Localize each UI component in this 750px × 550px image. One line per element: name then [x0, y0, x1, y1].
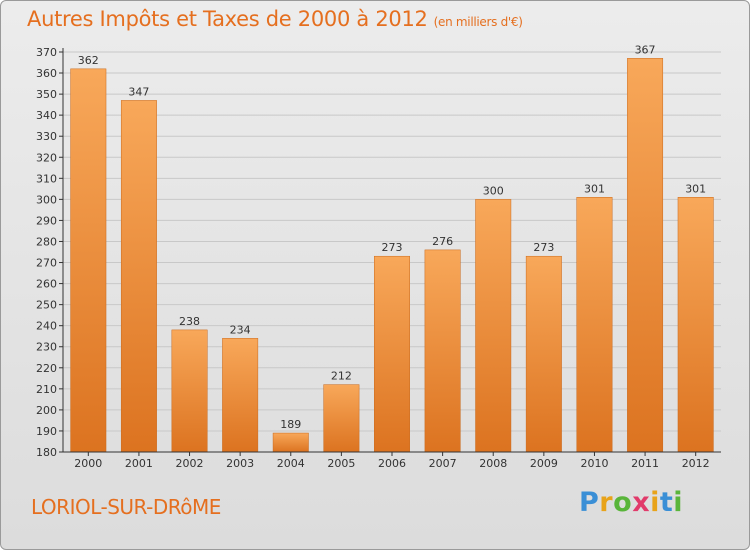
data-label: 367: [635, 43, 656, 56]
y-tick-label: 360: [36, 67, 57, 80]
y-tick-label: 350: [36, 88, 57, 101]
data-label: 301: [584, 182, 605, 195]
data-label: 273: [382, 241, 403, 254]
y-tick-label: 340: [36, 109, 57, 122]
logo-letter: t: [659, 487, 674, 518]
x-tick-label: 2012: [682, 457, 710, 470]
bar-2001: [120, 100, 157, 453]
data-label: 300: [483, 184, 504, 197]
y-tick-label: 220: [36, 362, 57, 375]
data-label: 276: [432, 235, 453, 248]
data-label: 212: [331, 370, 352, 383]
y-tick-label: 230: [36, 341, 57, 354]
x-tick-label: 2001: [125, 457, 153, 470]
bar-2008: [475, 199, 512, 453]
axes: 1801902002102202302402502602702802903003…: [36, 46, 721, 470]
x-tick-label: 2010: [580, 457, 608, 470]
bar-2006: [374, 255, 410, 453]
logo-letter: r: [599, 487, 614, 518]
y-tick-label: 240: [36, 320, 57, 333]
logo-letter: i: [650, 487, 660, 518]
y-tick-label: 310: [36, 172, 57, 185]
data-label: 362: [78, 54, 99, 67]
y-tick-label: 320: [36, 151, 57, 164]
data-label: 273: [533, 241, 554, 254]
logo-letter: P: [579, 487, 600, 518]
data-label: 234: [230, 323, 251, 336]
y-tick-label: 370: [36, 46, 57, 59]
bar-2003: [222, 338, 259, 453]
y-tick-label: 250: [36, 299, 57, 312]
x-tick-label: 2003: [226, 457, 254, 470]
bar-2005: [323, 384, 360, 453]
y-tick-label: 210: [36, 383, 57, 396]
proxiti-logo: Proxiti: [579, 487, 683, 518]
y-tick-label: 300: [36, 193, 57, 206]
data-label: 301: [685, 182, 706, 195]
chart-title-text: Autres Impôts et Taxes de 2000 à 2012: [27, 7, 428, 31]
x-tick-label: 2011: [631, 457, 659, 470]
x-tick-label: 2004: [277, 457, 305, 470]
bar-2007: [424, 249, 461, 453]
chart-unit: (en milliers d'€): [433, 15, 523, 29]
x-tick-label: 2007: [429, 457, 457, 470]
bars: 362 347 238 234 189 212 273 276 300 273 301 367 301: [70, 43, 714, 453]
data-label: 347: [128, 85, 149, 98]
y-tick-label: 180: [36, 446, 57, 459]
bar-2011: [627, 58, 664, 453]
y-tick-label: 190: [36, 425, 57, 438]
x-tick-label: 2009: [530, 457, 558, 470]
y-tick-label: 330: [36, 130, 57, 143]
x-tick-label: 2008: [479, 457, 507, 470]
data-label: 189: [280, 418, 301, 431]
bar-2012: [677, 197, 714, 453]
bar-2002: [171, 329, 208, 453]
x-tick-label: 2006: [378, 457, 406, 470]
logo-letter: o: [613, 487, 633, 518]
x-tick-label: 2002: [176, 457, 204, 470]
bar-2009: [525, 255, 562, 453]
y-tick-label: 290: [36, 214, 57, 227]
y-tick-label: 280: [36, 235, 57, 248]
bar-2004: [272, 432, 309, 453]
bar-2000: [70, 68, 107, 453]
x-tick-label: 2000: [74, 457, 102, 470]
x-tick-label: 2005: [327, 457, 355, 470]
bar-2010: [576, 197, 613, 453]
logo-letter: x: [632, 487, 651, 518]
y-tick-label: 260: [36, 278, 57, 291]
y-tick-label: 200: [36, 404, 57, 417]
y-tick-label: 270: [36, 257, 57, 270]
data-label: 238: [179, 315, 200, 328]
logo-letter: i: [673, 487, 684, 518]
place-name: LORIOL-SUR-DRôME: [31, 495, 221, 519]
chart-title: Autres Impôts et Taxes de 2000 à 2012 (en…: [27, 7, 523, 31]
